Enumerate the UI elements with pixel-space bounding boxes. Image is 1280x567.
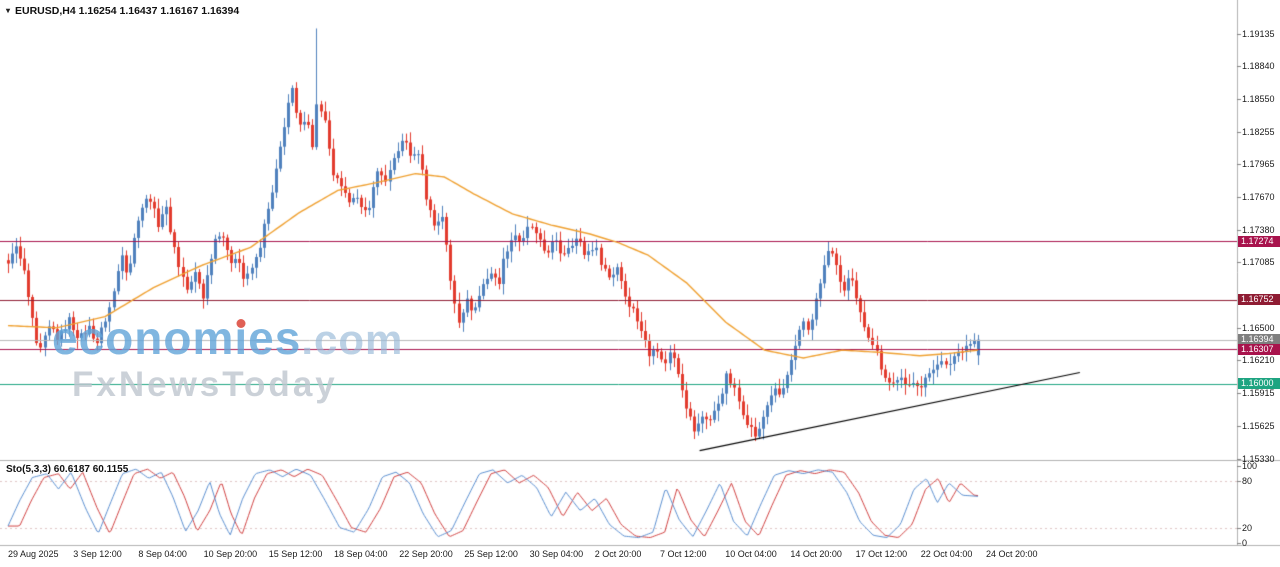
price-axis-label: 1.18255	[1242, 126, 1275, 137]
indicator-scale-label: 0	[1242, 538, 1248, 548]
time-axis-label: 24 Oct 20:00	[986, 549, 1038, 559]
time-axis-label: 7 Oct 12:00	[660, 549, 707, 559]
price-axis-label: 1.15625	[1242, 420, 1275, 431]
time-axis-label: 18 Sep 04:00	[334, 549, 388, 559]
chart-ohlc-text: EURUSD,H4 1.16254 1.16437 1.16167 1.1639…	[15, 5, 240, 17]
watermark-brand: economı es.com	[52, 312, 404, 364]
price-badge: 1.16307	[1238, 343, 1280, 355]
indicator-label: Sto(5,3,3) 60.6187 60.1155	[6, 464, 129, 475]
watermark-i-dot	[236, 319, 246, 328]
price-axis-label: 1.15915	[1242, 388, 1275, 399]
price-badge: 1.16394	[1238, 334, 1280, 346]
time-axis-label: 30 Sep 04:00	[529, 549, 584, 559]
time-axis-label: 22 Oct 04:00	[920, 549, 973, 559]
time-axis-label: 17 Oct 12:00	[855, 549, 908, 559]
chart-marker-icon: ▾	[6, 6, 11, 15]
watermark-subtext: FxNewsToday	[72, 365, 338, 404]
time-axis-label: 2 Oct 20:00	[594, 549, 642, 559]
time-axis-label: 25 Sep 12:00	[464, 549, 518, 559]
time-axis-label: 22 Sep 20:00	[399, 549, 453, 559]
price-badge: 1.16000	[1238, 378, 1280, 390]
indicator-scale-label: 80	[1242, 476, 1253, 487]
price-badge: 1.17274	[1238, 235, 1280, 247]
price-axis-label: 1.15330	[1242, 453, 1275, 464]
price-badge: 1.16752	[1238, 294, 1280, 306]
time-axis-label: 8 Sep 04:00	[138, 549, 187, 559]
watermark: economı es.com FxNewsToday	[52, 314, 403, 404]
time-axis-label: 10 Sep 20:00	[203, 549, 258, 559]
time-axis-label: 3 Sep 12:00	[73, 549, 122, 559]
indicator-scale-label: 20	[1242, 522, 1253, 533]
price-axis-label: 1.16210	[1242, 355, 1275, 366]
price-axis-label: 1.17965	[1242, 159, 1275, 170]
price-axis-label: 1.17670	[1242, 192, 1275, 203]
price-axis-label: 1.17085	[1242, 257, 1275, 268]
time-axis-label: 29 Aug 2025	[8, 549, 59, 559]
price-axis-label: 1.17380	[1242, 224, 1275, 235]
indicator-scale-label: 100	[1242, 461, 1258, 471]
price-axis-label: 1.19135	[1242, 28, 1275, 39]
price-axis-label: 1.16500	[1242, 322, 1275, 333]
time-axis-label: 10 Oct 04:00	[725, 549, 777, 559]
time-axis-label: 15 Sep 12:00	[268, 549, 323, 559]
chart-ohlc-info: ▾ EURUSD,H4 1.16254 1.16437 1.16167 1.16…	[6, 5, 239, 17]
price-axis-label: 1.18840	[1242, 61, 1275, 72]
price-axis-label: 1.18550	[1242, 93, 1275, 104]
time-axis-label: 14 Oct 20:00	[790, 549, 842, 559]
